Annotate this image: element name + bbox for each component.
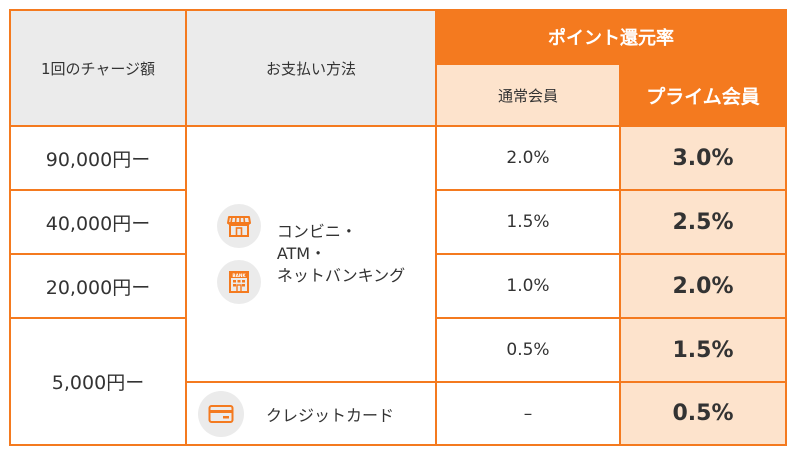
row-divider xyxy=(9,189,187,191)
row-divider xyxy=(435,189,787,191)
regular-rate-cell: 1.0% xyxy=(436,254,620,318)
prime-rate-cell: 0.5% xyxy=(620,382,786,445)
header-divider xyxy=(9,125,787,127)
regular-rate-cell: 0.5% xyxy=(436,318,620,382)
method-convenience-line1: コンビニ・ xyxy=(276,222,357,241)
row-divider xyxy=(185,381,787,383)
prime-rate-cell: 1.5% xyxy=(620,318,786,382)
prime-rate-cell: 3.0% xyxy=(620,126,786,190)
method-credit-cell: クレジットカード xyxy=(186,382,436,445)
table-border-bottom xyxy=(9,444,787,446)
bank-sign-text: BANK xyxy=(232,273,246,278)
prime-rate-value: 2.0% xyxy=(672,273,734,299)
regular-rate-value: – xyxy=(523,403,533,424)
method-convenience-line2: ATM・ xyxy=(276,244,327,263)
regular-rate-cell: 2.0% xyxy=(436,126,620,190)
amount-value: 40,000円ー xyxy=(45,212,151,235)
amount-cell-5000: 5,000円ー xyxy=(10,318,186,445)
method-convenience-line3: ネットバンキング xyxy=(276,266,406,285)
header-regular-member: 通常会員 xyxy=(436,64,620,126)
store-icon xyxy=(216,204,261,248)
header-payment-method: お支払い方法 xyxy=(186,10,436,126)
row-divider xyxy=(435,253,787,255)
table-border-left xyxy=(9,9,11,446)
regular-rate-value: 2.0% xyxy=(506,148,550,168)
amount-value: 90,000円ー xyxy=(45,148,151,171)
prime-rate-value: 1.5% xyxy=(672,337,734,363)
method-convenience-cell: BANK コンビニ・ ATM・ ネットバンキング xyxy=(186,126,436,382)
amount-cell-20000: 20,000円ー xyxy=(10,254,186,318)
row-divider xyxy=(9,253,187,255)
regular-rate-value: 1.0% xyxy=(506,276,550,296)
row-divider xyxy=(9,317,187,319)
header-charge-amount-label: 1回のチャージ額 xyxy=(40,59,156,78)
table-border-right xyxy=(785,9,787,446)
header-payment-method-label: お支払い方法 xyxy=(265,59,356,78)
prime-rate-value: 0.5% xyxy=(672,401,734,426)
header-point-rate-label: ポイント還元率 xyxy=(548,28,674,49)
amount-cell-90000: 90,000円ー xyxy=(10,126,186,190)
row-divider xyxy=(435,317,787,319)
regular-rate-value: 0.5% xyxy=(506,340,550,360)
prime-rate-value: 2.5% xyxy=(672,209,734,235)
prime-rate-cell: 2.5% xyxy=(620,190,786,254)
column-divider xyxy=(435,9,437,446)
regular-rate-value: 1.5% xyxy=(506,212,550,232)
prime-rate-value: 3.0% xyxy=(672,145,734,171)
prime-rate-cell: 2.0% xyxy=(620,254,786,318)
amount-value: 20,000円ー xyxy=(45,276,151,299)
method-convenience-label: コンビニ・ ATM・ ネットバンキング xyxy=(277,221,405,287)
column-divider xyxy=(185,9,187,446)
bank-icon: BANK xyxy=(216,260,261,304)
method-credit-label: クレジットカード xyxy=(266,405,395,425)
regular-rate-cell: 1.5% xyxy=(436,190,620,254)
regular-rate-cell: – xyxy=(436,382,620,445)
header-prime-member-label: プライム会員 xyxy=(646,85,760,108)
header-prime-member: プライム会員 xyxy=(620,64,786,126)
credit-card-icon xyxy=(198,390,244,437)
amount-value: 5,000円ー xyxy=(51,372,145,394)
table-border-top xyxy=(9,9,787,11)
amount-cell-40000: 40,000円ー xyxy=(10,190,186,254)
header-charge-amount: 1回のチャージ額 xyxy=(10,10,186,126)
header-split-divider xyxy=(435,63,787,65)
header-regular-member-label: 通常会員 xyxy=(497,86,558,105)
header-point-rate: ポイント還元率 xyxy=(436,10,786,64)
